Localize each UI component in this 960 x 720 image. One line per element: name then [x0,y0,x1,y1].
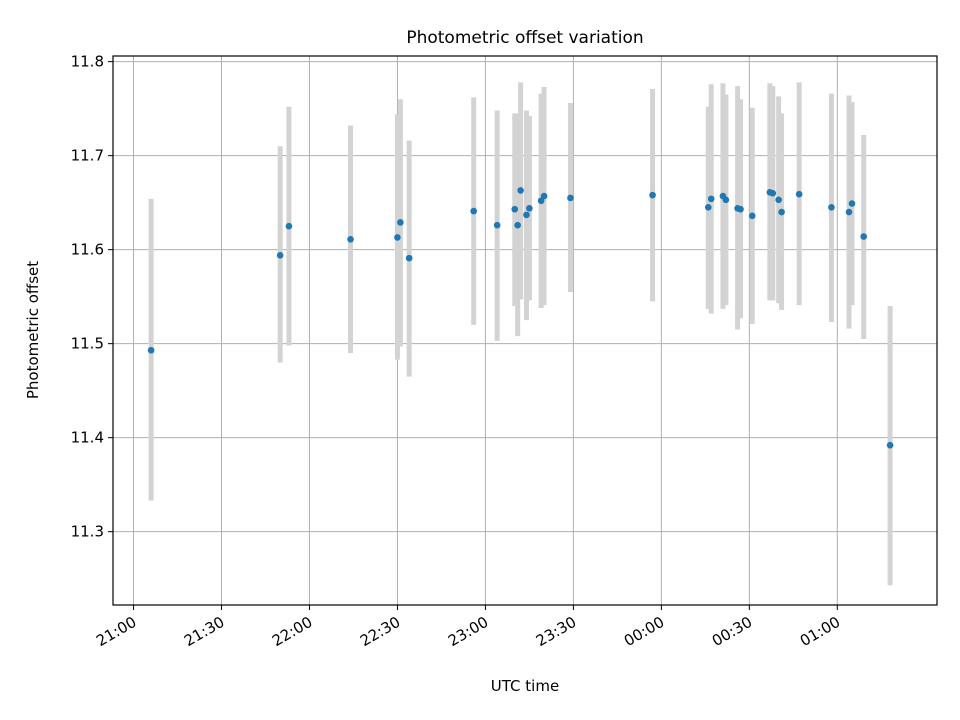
data-point [649,191,656,199]
data-point [537,197,545,205]
data-point [704,204,712,211]
data-point [511,205,519,213]
y-tick-label: 11.5 [71,335,104,353]
data-point [493,221,501,229]
x-axis-label: UTC time [491,677,559,695]
data-point [828,204,835,211]
data-point [886,441,894,449]
data-point [540,192,548,200]
data-point [737,205,744,213]
data-point [397,219,404,226]
y-tick-label: 11.3 [71,523,104,541]
data-point [276,251,284,259]
data-point [795,190,803,198]
data-point [567,194,574,202]
data-point [523,211,530,219]
data-point [514,221,521,229]
data-point [860,233,867,240]
data-point [778,208,785,216]
data-point [707,195,715,203]
markers [147,187,894,449]
chart-title: Photometric offset variation [406,28,643,48]
data-point [470,207,477,215]
data-point [147,346,155,354]
plot-frame [112,55,938,606]
data-point [526,204,533,212]
data-point [405,254,413,262]
y-axis-ticks: 11.3 11.4 11.5 11.6 11.7 11.8 [71,53,113,541]
data-point [347,236,354,243]
data-point [769,189,777,197]
data-point [517,187,524,194]
data-point [722,196,730,204]
data-point [748,212,756,220]
data-point [775,196,782,204]
data-point [848,200,856,207]
y-axis-label: Photometric offset [24,261,42,399]
data-point [394,234,401,241]
y-tick-label: 11.4 [71,429,104,447]
y-tick-label: 11.7 [71,147,104,165]
data-point [845,208,853,216]
y-tick-label: 11.6 [71,241,104,259]
data-point [285,222,293,230]
y-tick-label: 11.8 [71,53,104,71]
